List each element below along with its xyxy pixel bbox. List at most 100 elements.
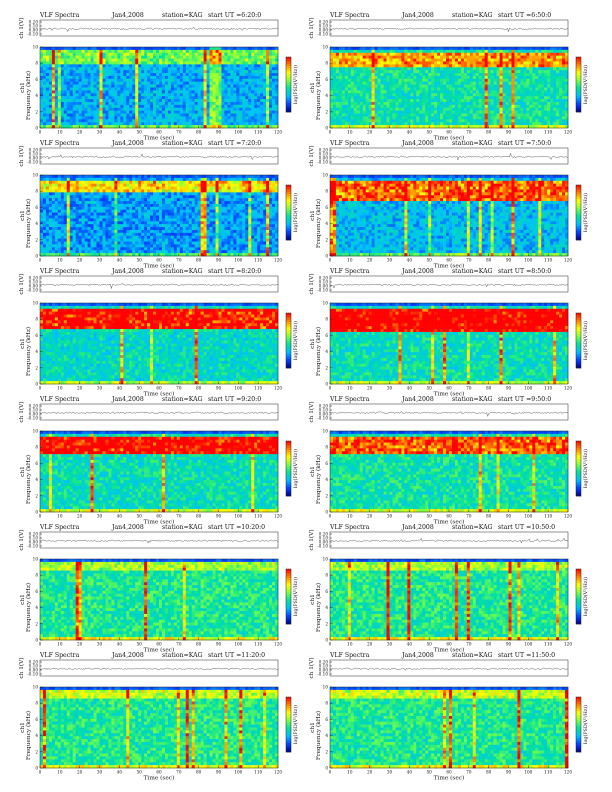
heatmap-cell — [392, 96, 395, 99]
heatmap-cell — [392, 70, 395, 73]
heatmap-cell — [416, 82, 419, 85]
heatmap-cell — [260, 119, 263, 122]
heatmap-cell — [221, 67, 224, 70]
heatmap-cell — [221, 184, 224, 187]
heatmap-cell — [529, 85, 532, 88]
heatmap-cell — [443, 50, 446, 53]
heatmap-cell — [369, 119, 372, 122]
heatmap-cell — [535, 67, 538, 70]
heatmap-cell — [369, 47, 372, 50]
heatmap-cell — [532, 122, 535, 125]
heatmap-cell — [428, 47, 431, 50]
heatmap-cell — [452, 67, 455, 70]
heatmap-cell — [526, 59, 529, 62]
heatmap-cell — [422, 64, 425, 67]
heatmap-cell — [186, 96, 189, 99]
heatmap-cell — [73, 122, 76, 125]
colorbar-label: log(PSD(V²/Hz)) — [582, 65, 589, 104]
heatmap-cell — [177, 175, 180, 178]
heatmap-cell — [195, 61, 198, 64]
heatmap-cell — [401, 88, 404, 91]
heatmap-cell — [239, 184, 242, 187]
heatmap-cell — [126, 76, 129, 79]
heatmap-cell — [171, 50, 174, 53]
heatmap-cell — [165, 73, 168, 76]
heatmap-cell — [375, 73, 378, 76]
heatmap-cell — [532, 90, 535, 93]
heatmap-cell — [272, 47, 275, 50]
heatmap-cell — [239, 64, 242, 67]
heatmap-cell — [535, 114, 538, 117]
heatmap-cell — [372, 96, 375, 99]
heatmap-cell — [201, 56, 204, 59]
heatmap-cell — [517, 93, 520, 96]
heatmap-cell — [239, 108, 242, 111]
heatmap-cell — [470, 64, 473, 67]
heatmap-cell — [381, 93, 384, 96]
heatmap-cell — [407, 90, 410, 93]
heatmap-cell — [366, 79, 369, 82]
heatmap-cell — [387, 56, 390, 59]
heatmap-cell — [378, 116, 381, 119]
heatmap-cell — [434, 70, 437, 73]
heatmap-cell — [269, 56, 272, 59]
heatmap-cell — [431, 85, 434, 88]
heatmap-cell — [351, 96, 354, 99]
heatmap-cell — [375, 88, 378, 91]
heatmap-cell — [260, 79, 263, 82]
heatmap-cell — [369, 61, 372, 64]
heatmap-cell — [266, 67, 269, 70]
heatmap-cell — [458, 114, 461, 117]
heatmap-cell — [195, 82, 198, 85]
heatmap-cell — [210, 61, 213, 64]
heatmap-cell — [108, 73, 111, 76]
heatmap-cell — [224, 184, 227, 187]
heatmap-cell — [538, 85, 541, 88]
heatmap-cell — [189, 105, 192, 108]
heatmap-cell — [550, 122, 553, 125]
heatmap-cell — [369, 90, 372, 93]
heatmap-cell — [419, 85, 422, 88]
heatmap-cell — [147, 64, 150, 67]
heatmap-cell — [437, 76, 440, 79]
heatmap-cell — [245, 99, 248, 102]
heatmap-cell — [61, 114, 64, 117]
heatmap-cell — [532, 108, 535, 111]
heatmap-cell — [342, 88, 345, 91]
heatmap-cell — [204, 73, 207, 76]
heatmap-cell — [245, 122, 248, 125]
heatmap-cell — [455, 50, 458, 53]
colorbar-step — [576, 73, 581, 76]
heatmap-cell — [413, 93, 416, 96]
heatmap-cell — [404, 111, 407, 114]
heatmap-cell — [514, 85, 517, 88]
heatmap-cell — [198, 116, 201, 119]
heatmap-cell — [67, 122, 70, 125]
heatmap-cell — [177, 56, 180, 59]
heatmap-cell — [263, 108, 266, 111]
heatmap-cell — [102, 76, 105, 79]
heatmap-cell — [168, 184, 171, 187]
heatmap-cell — [236, 99, 239, 102]
heatmap-cell — [55, 102, 58, 105]
heatmap-cell — [422, 88, 425, 91]
heatmap-cell — [162, 116, 165, 119]
heatmap-cell — [452, 79, 455, 82]
heatmap-cell — [387, 53, 390, 56]
heatmap-cell — [263, 96, 266, 99]
heatmap-cell — [180, 64, 183, 67]
heatmap-cell — [129, 88, 132, 91]
heatmap-cell — [387, 90, 390, 93]
heatmap-cell — [269, 70, 272, 73]
heatmap-cell — [407, 122, 410, 125]
heatmap-cell — [446, 67, 449, 70]
heatmap-cell — [76, 47, 79, 50]
heatmap-cell — [117, 70, 120, 73]
heatmap-cell — [520, 116, 523, 119]
heatmap-cell — [58, 108, 61, 111]
heatmap-cell — [221, 79, 224, 82]
heatmap-cell — [195, 181, 198, 184]
heatmap-cell — [239, 85, 242, 88]
heatmap-cell — [404, 73, 407, 76]
heatmap-cell — [183, 85, 186, 88]
